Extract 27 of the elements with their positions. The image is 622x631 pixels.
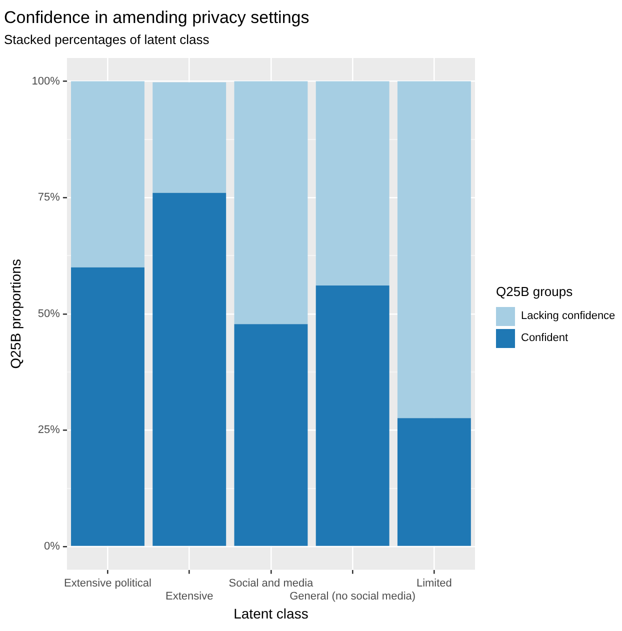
y-axis-title: Q25B proportions xyxy=(7,259,24,369)
x-tick-label: Extensive political xyxy=(64,577,152,590)
bar xyxy=(316,81,390,286)
legend-label: Confident xyxy=(521,332,568,344)
y-tick-label: 75% xyxy=(38,192,60,204)
x-axis-title: Latent class xyxy=(234,605,308,622)
bar xyxy=(152,192,226,546)
bar xyxy=(71,81,144,268)
y-tick-label: 25% xyxy=(38,424,60,436)
y-tick-label: 0% xyxy=(44,540,60,553)
bar xyxy=(397,81,471,418)
chart-subtitle: Stacked percentages of latent class xyxy=(4,32,210,47)
x-tick-label: Social and media xyxy=(228,577,314,590)
x-tick-label: General (no social media) xyxy=(290,590,416,603)
x-tick-label: Limited xyxy=(416,577,452,590)
bar xyxy=(234,324,308,546)
legend-label: Lacking confidence xyxy=(521,310,616,322)
bar xyxy=(152,82,226,193)
legend-title: Q25B groups xyxy=(496,284,574,299)
bar xyxy=(234,81,308,324)
bar xyxy=(397,418,471,546)
chart-title: Confidence in amending privacy settings xyxy=(4,8,310,27)
bar xyxy=(316,286,390,546)
y-tick-label: 50% xyxy=(38,308,60,320)
bar xyxy=(71,267,144,546)
x-tick-label: Extensive xyxy=(166,590,214,603)
y-tick-label: 100% xyxy=(32,75,60,88)
